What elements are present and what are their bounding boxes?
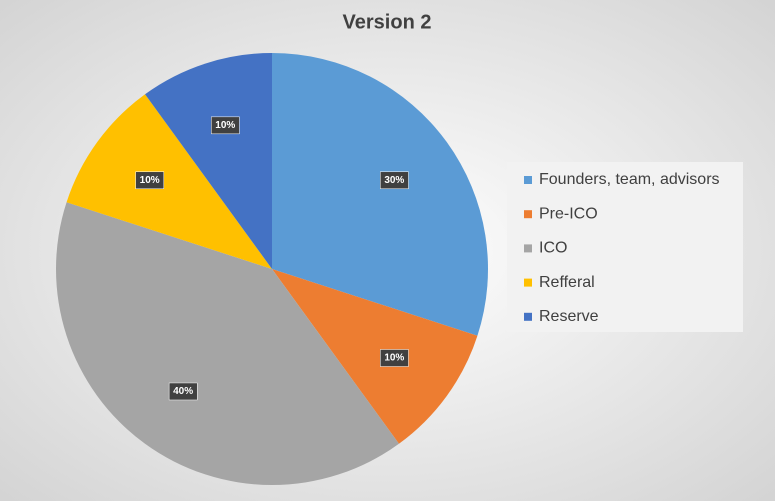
data-label-box bbox=[168, 382, 198, 401]
pie-slice bbox=[272, 53, 488, 336]
legend-swatch bbox=[524, 278, 532, 287]
legend-label: Reserve bbox=[539, 308, 599, 325]
legend-swatch bbox=[524, 210, 532, 219]
legend-label: Pre-ICO bbox=[539, 205, 598, 222]
legend-swatch bbox=[524, 312, 532, 321]
legend-box bbox=[507, 162, 743, 332]
data-label-box bbox=[211, 116, 240, 135]
data-label-text: 40% bbox=[173, 386, 193, 397]
data-label: 10% bbox=[135, 171, 165, 190]
data-label-box bbox=[135, 171, 165, 190]
data-label-text: 10% bbox=[140, 175, 160, 186]
legend-swatch bbox=[524, 244, 532, 253]
legend-swatch bbox=[524, 176, 532, 184]
data-label-text: 10% bbox=[384, 353, 404, 364]
legend-label: Refferal bbox=[539, 274, 595, 291]
chart-title: Version 2 bbox=[343, 11, 432, 33]
legend-label: Founders, team, advisors bbox=[539, 171, 720, 188]
data-label: 10% bbox=[380, 349, 409, 367]
pie-slice bbox=[66, 94, 272, 270]
data-label: 10% bbox=[211, 116, 240, 135]
data-label: 40% bbox=[168, 382, 198, 401]
data-label-text: 10% bbox=[215, 120, 235, 131]
data-label: 30% bbox=[380, 171, 409, 190]
legend-label: ICO bbox=[539, 240, 567, 257]
pie-slice bbox=[56, 202, 399, 486]
pie-slice bbox=[145, 53, 272, 269]
pie-slice bbox=[272, 269, 478, 444]
data-label-box bbox=[380, 349, 409, 367]
data-label-text: 30% bbox=[384, 175, 404, 186]
data-label-box bbox=[380, 171, 409, 190]
